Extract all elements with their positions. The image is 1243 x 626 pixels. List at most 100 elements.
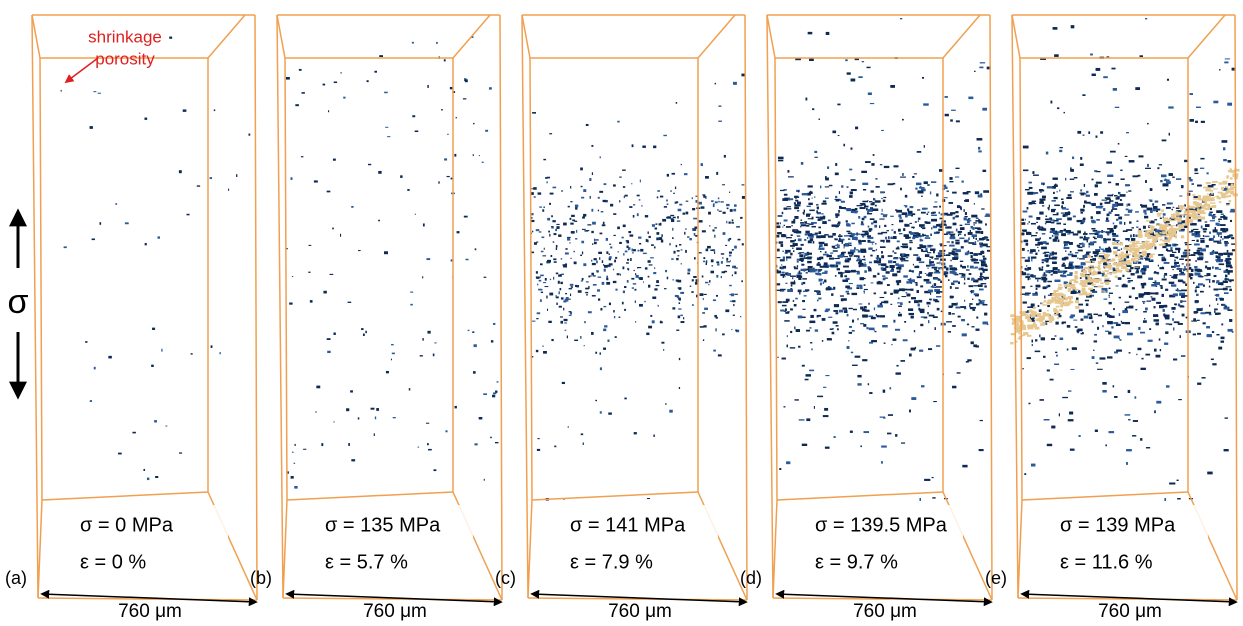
pore	[838, 221, 841, 223]
pore	[538, 192, 542, 194]
frame-edge	[42, 492, 208, 500]
pore	[1157, 209, 1160, 211]
pore	[868, 248, 872, 250]
pore	[967, 278, 969, 280]
pore	[1154, 410, 1156, 413]
pore	[466, 259, 469, 260]
pore	[619, 177, 621, 178]
pore	[825, 176, 826, 179]
pore	[1205, 221, 1208, 222]
pore	[952, 250, 955, 252]
pore	[890, 216, 894, 217]
pore	[1156, 302, 1161, 304]
pore	[556, 295, 557, 297]
pore	[143, 469, 145, 471]
pore	[1127, 204, 1128, 207]
pore	[796, 190, 800, 192]
pore	[894, 165, 899, 167]
pore	[1050, 228, 1054, 231]
pore	[866, 67, 870, 68]
pore	[713, 205, 715, 208]
pore	[564, 319, 568, 321]
pore	[1112, 204, 1118, 207]
pore	[964, 308, 966, 309]
pore	[534, 242, 537, 245]
pore	[1183, 282, 1186, 284]
pore	[862, 183, 868, 185]
pore	[1200, 240, 1204, 243]
pore	[1215, 252, 1218, 254]
pore	[328, 110, 329, 112]
pore	[778, 215, 783, 217]
pore	[1159, 164, 1162, 165]
pore	[715, 83, 716, 85]
stress-label: σ = 141 MPa	[570, 514, 686, 536]
pore	[1194, 311, 1198, 313]
pore	[1126, 192, 1127, 193]
pore	[1223, 253, 1227, 255]
pore	[797, 202, 801, 204]
pore	[841, 207, 846, 209]
pore	[703, 257, 705, 259]
pore	[574, 262, 577, 265]
pore	[565, 330, 567, 331]
panels: σ = 0 MPaε = 0 %(a)760 μmσ = 135 MPaε = …	[5, 15, 1240, 622]
pore	[1193, 252, 1197, 254]
pore	[817, 315, 821, 317]
pore	[736, 226, 740, 228]
pore	[877, 273, 879, 275]
pore	[936, 231, 939, 232]
pore	[1073, 320, 1077, 321]
pore	[638, 237, 641, 239]
pore	[412, 42, 414, 44]
pore	[1172, 252, 1176, 253]
pore	[1132, 435, 1136, 436]
pore	[884, 292, 887, 294]
pore	[961, 277, 966, 278]
pore	[1069, 267, 1072, 269]
pore	[1099, 255, 1103, 256]
pore	[928, 305, 929, 307]
pore	[864, 289, 868, 290]
pore	[1055, 352, 1057, 353]
pore	[1131, 273, 1135, 275]
pore	[786, 258, 787, 261]
pore	[809, 236, 813, 238]
pore	[1131, 238, 1135, 241]
pore	[1223, 288, 1228, 290]
pore	[1174, 260, 1176, 262]
pore	[1209, 239, 1212, 241]
pore	[1181, 355, 1185, 357]
pore	[428, 449, 432, 451]
pore	[1120, 194, 1126, 196]
pore	[610, 204, 613, 207]
pore	[598, 298, 600, 300]
frame-edge	[500, 15, 502, 600]
pore	[1144, 213, 1146, 215]
pore	[732, 219, 734, 221]
pore	[932, 256, 933, 258]
pore	[1053, 267, 1058, 270]
pore	[854, 234, 860, 235]
pore	[363, 334, 365, 336]
pore	[1223, 281, 1228, 283]
pore	[785, 250, 791, 253]
pore	[983, 258, 986, 260]
pore	[1061, 233, 1066, 236]
pore	[1035, 292, 1037, 294]
pore	[1100, 131, 1103, 134]
pore	[1080, 209, 1084, 212]
pore	[686, 212, 689, 215]
pore	[1129, 221, 1131, 223]
pore	[904, 260, 909, 261]
pore	[1174, 244, 1178, 245]
pore	[570, 258, 571, 259]
pore	[797, 265, 798, 267]
pore	[1099, 246, 1101, 248]
pore	[873, 154, 875, 156]
pore	[1226, 269, 1228, 271]
pore	[1023, 170, 1028, 172]
pore	[1196, 294, 1198, 296]
pore	[964, 240, 967, 242]
pore	[835, 196, 837, 198]
